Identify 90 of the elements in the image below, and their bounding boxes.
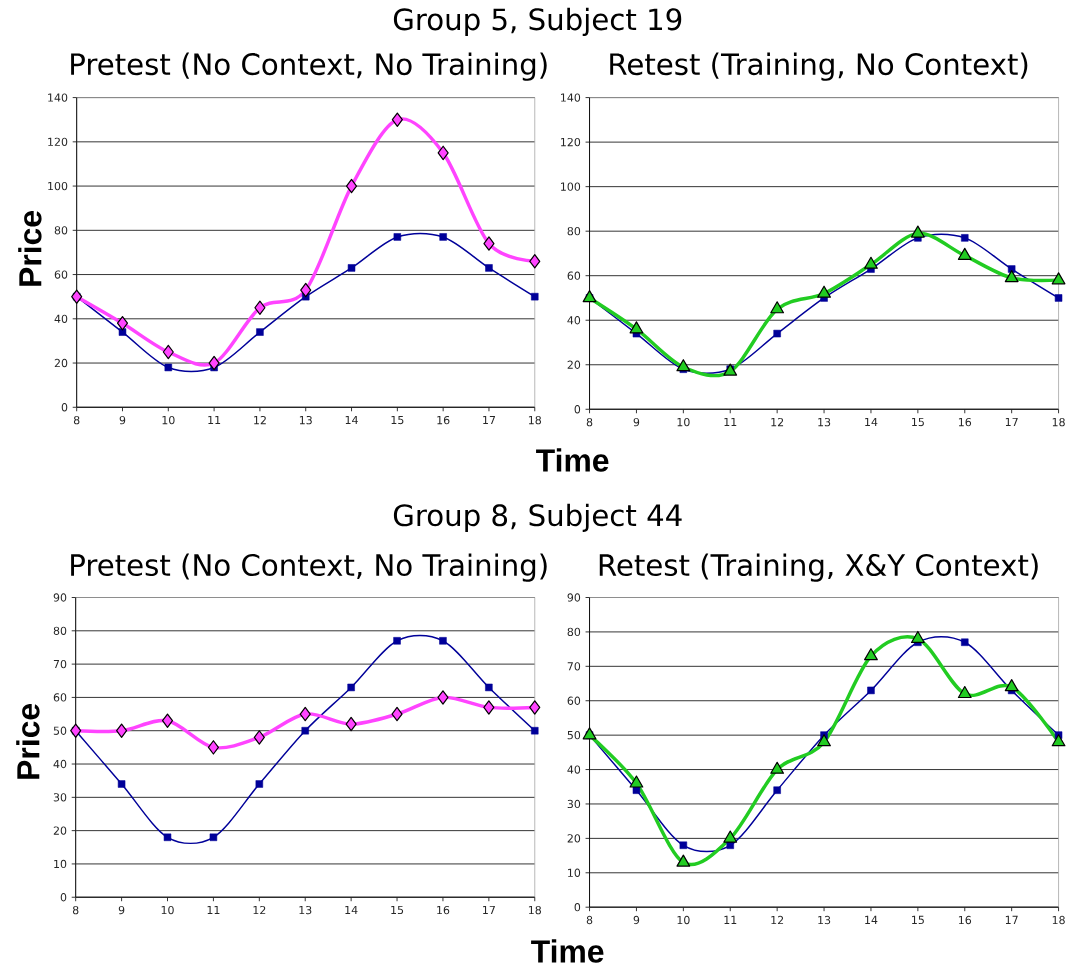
chart-title: Pretest (No Context, No Training) — [71, 553, 547, 582]
x-tick-label: 13 — [818, 417, 831, 427]
text: Group 8, Subject 44 — [393, 503, 682, 532]
y-tick-label: 50 — [53, 726, 67, 735]
y-tick-label: 0 — [574, 405, 581, 414]
x-tick-label: 9 — [118, 905, 125, 915]
x-tick-label: 11 — [208, 415, 221, 424]
y-tick-label: 30 — [567, 799, 581, 809]
x-tick-label: 17 — [483, 415, 496, 424]
text: Group 5, Subject 19 — [393, 7, 682, 36]
x-axis-title: Time — [536, 448, 609, 472]
y-tick-label: 90 — [567, 593, 581, 602]
y-tick-label: 140 — [561, 93, 581, 102]
x-tick-label: 16 — [958, 417, 972, 427]
x-tick-label: 18 — [528, 415, 542, 425]
x-tick-label: 12 — [771, 915, 784, 924]
x-tick-label: 15 — [912, 915, 924, 924]
y-tick-label: 80 — [567, 226, 581, 236]
y-tick-label: 20 — [53, 826, 67, 835]
x-tick-label: 8 — [586, 417, 593, 427]
y-tick-label: 80 — [567, 627, 581, 637]
x-tick-label: 15 — [391, 415, 404, 425]
y-tick-label: 60 — [567, 271, 581, 280]
x-tick-label: 18 — [1052, 915, 1065, 925]
y-tick-label: 140 — [48, 93, 68, 102]
y-tick-label: 70 — [53, 659, 67, 669]
x-tick-label: 17 — [1005, 915, 1018, 924]
x-tick-label: 8 — [586, 915, 593, 925]
y-tick-label: 20 — [54, 358, 68, 368]
y-tick-label: 60 — [53, 693, 67, 702]
y-tick-label: 60 — [567, 696, 581, 705]
x-axis-title: Time — [531, 939, 604, 963]
x-tick-label: 13 — [818, 915, 831, 925]
x-tick-label: 16 — [437, 415, 450, 425]
x-tick-label: 11 — [207, 905, 220, 914]
x-tick-label: 9 — [633, 417, 640, 427]
x-tick-label: 13 — [299, 415, 312, 425]
y-tick-label: 70 — [567, 662, 581, 671]
x-tick-label: 12 — [771, 417, 784, 427]
chart-title: Pretest (No Context, No Training) — [71, 52, 547, 81]
y-tick-label: 60 — [54, 270, 68, 279]
x-tick-label: 9 — [633, 915, 640, 925]
y-tick-label: 80 — [54, 226, 68, 235]
x-tick-label: 15 — [912, 417, 924, 427]
y-tick-label: 100 — [561, 182, 581, 191]
x-tick-label: 17 — [1005, 417, 1018, 426]
y-tick-label: 30 — [53, 793, 67, 802]
x-tick-label: 8 — [73, 415, 80, 425]
x-tick-label: 18 — [1052, 417, 1065, 427]
x-tick-label: 16 — [437, 905, 450, 915]
y-tick-label: 40 — [53, 759, 67, 769]
chart-title: Retest (Training, No Context) — [610, 52, 1028, 81]
x-tick-label: 18 — [528, 905, 542, 915]
x-tick-label: 16 — [958, 915, 972, 925]
y-tick-label: 0 — [60, 893, 67, 902]
x-tick-label: 11 — [724, 417, 737, 426]
y-tick-label: 10 — [568, 868, 581, 877]
y-tick-label: 80 — [53, 626, 67, 635]
x-tick-label: 10 — [161, 905, 174, 915]
y-tick-label: 40 — [567, 765, 581, 774]
x-tick-label: 14 — [865, 915, 878, 924]
y-axis-title: Price — [18, 211, 42, 286]
y-tick-label: 10 — [54, 859, 67, 869]
y-tick-label: 50 — [567, 730, 581, 740]
chart-title: Retest (Training, X&Y Context) — [599, 553, 1038, 582]
y-tick-label: 40 — [567, 315, 581, 325]
x-tick-label: 12 — [253, 905, 266, 915]
x-tick-label: 10 — [677, 417, 690, 427]
y-tick-label: 20 — [567, 360, 581, 369]
x-tick-label: 14 — [345, 415, 358, 424]
x-tick-label: 14 — [345, 905, 358, 914]
x-tick-label: 10 — [677, 915, 690, 925]
x-tick-label: 15 — [391, 905, 404, 915]
x-tick-label: 8 — [72, 905, 79, 915]
y-tick-label: 40 — [54, 314, 68, 323]
x-tick-label: 17 — [483, 905, 495, 914]
x-tick-label: 13 — [299, 905, 312, 915]
y-tick-label: 20 — [567, 834, 581, 843]
y-axis-title: Price — [16, 703, 40, 779]
x-tick-label: 10 — [162, 415, 175, 425]
y-tick-label: 100 — [48, 181, 68, 191]
y-tick-label: 0 — [574, 902, 581, 912]
y-tick-label: 120 — [48, 137, 68, 146]
y-tick-label: 120 — [561, 137, 581, 147]
y-tick-label: 90 — [53, 593, 67, 602]
x-tick-label: 14 — [865, 417, 878, 426]
x-tick-label: 12 — [254, 415, 266, 425]
y-tick-label: 0 — [61, 403, 68, 412]
x-tick-label: 11 — [724, 915, 737, 924]
x-tick-label: 9 — [119, 415, 126, 425]
